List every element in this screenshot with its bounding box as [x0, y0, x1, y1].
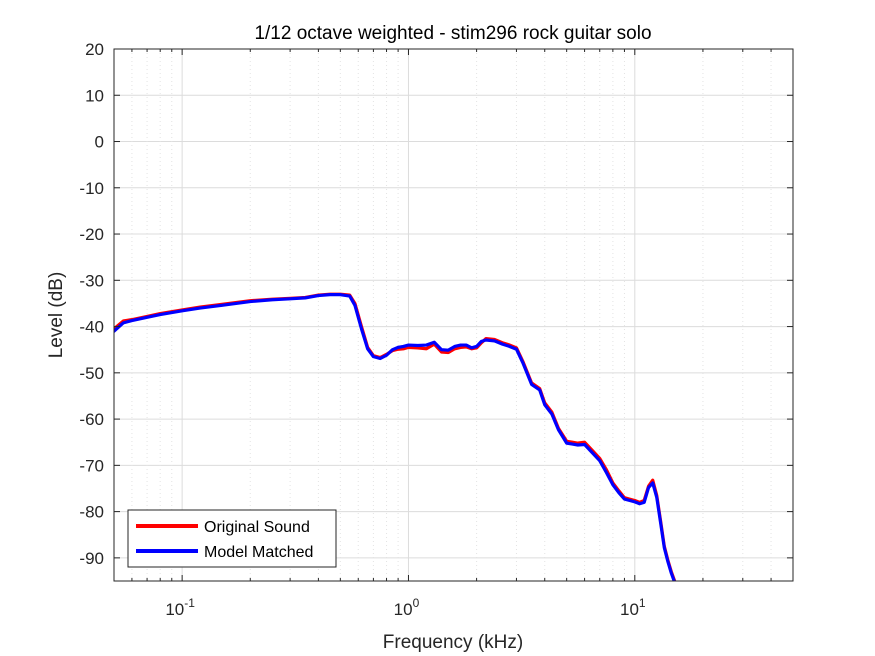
- y-tick-label: -60: [79, 410, 104, 429]
- y-tick-label: -70: [79, 456, 104, 475]
- legend-label-model: Model Matched: [204, 544, 313, 561]
- series-line-model-matched: [114, 293, 676, 581]
- series-layer: [114, 292, 677, 581]
- legend-box: [127, 509, 337, 568]
- axes-box: [113, 48, 794, 582]
- x-tick-label: 100: [394, 596, 420, 619]
- y-tick-label: -10: [79, 179, 104, 198]
- y-tick-label: 20: [85, 40, 104, 59]
- y-tick-label: -90: [79, 549, 104, 568]
- legend: Original Sound Model Matched: [127, 509, 337, 568]
- plot-area: [114, 49, 793, 581]
- x-axis-title: Frequency (kHz): [383, 632, 523, 653]
- y-tick-label: -30: [79, 271, 104, 290]
- x-tick-label: 10-1: [165, 596, 195, 619]
- y-tick-label: 0: [95, 133, 104, 152]
- y-tick-label: 10: [85, 86, 104, 105]
- y-tick-label: -20: [79, 225, 104, 244]
- grid: [114, 48, 793, 581]
- y-tick-label: -80: [79, 503, 104, 522]
- legend-label-original: Original Sound: [204, 519, 310, 536]
- y-tick-label: -50: [79, 364, 104, 383]
- y-axis-title: Level (dB): [46, 272, 67, 359]
- x-tick-label: 101: [620, 596, 646, 619]
- chart-title: 1/12 octave weighted - stim296 rock guit…: [254, 23, 651, 44]
- y-tick-label: -40: [79, 318, 104, 337]
